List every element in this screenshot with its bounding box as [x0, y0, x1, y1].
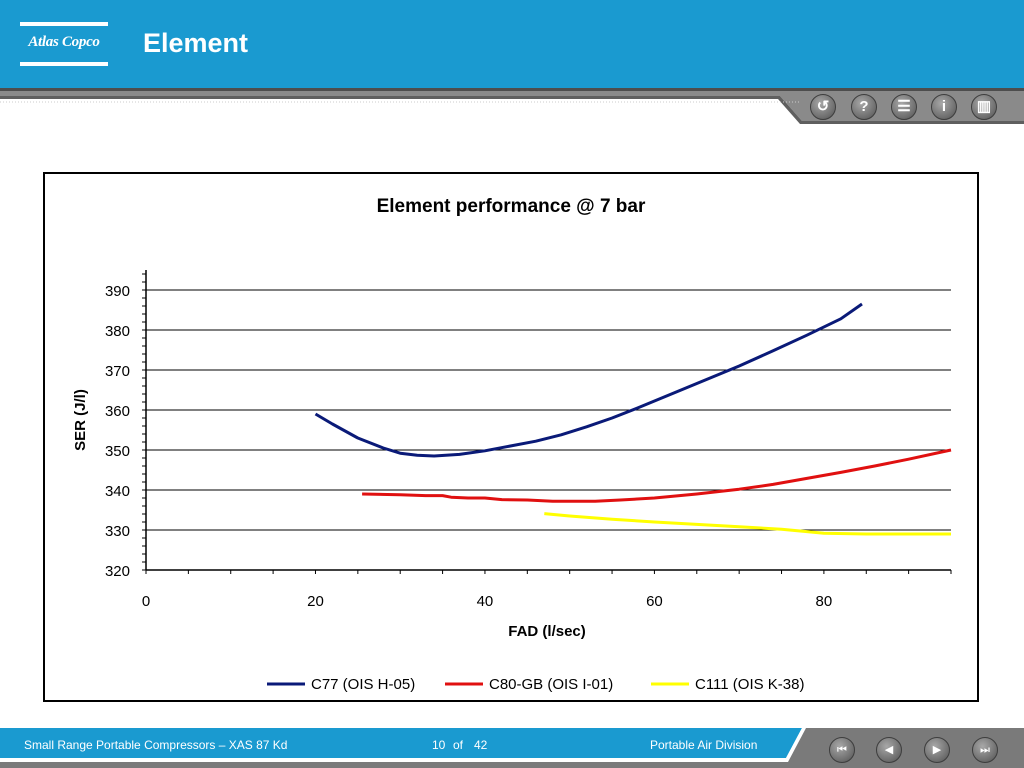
- series-line-3: [544, 512, 951, 536]
- page-total: 42: [474, 738, 488, 752]
- first-page-icon[interactable]: ⏮: [829, 737, 855, 763]
- y-tick-label: 320: [105, 563, 130, 580]
- y-tick-label: 360: [105, 403, 130, 420]
- help-icon[interactable]: ?: [851, 94, 877, 120]
- header-bar: Atlas Copco Element: [0, 0, 1024, 88]
- y-tick-label: 390: [105, 283, 130, 300]
- chart-frame: Element performance @ 7 bar 320 330 340 350 3…: [43, 172, 979, 702]
- info-icon[interactable]: i: [931, 94, 957, 120]
- logo-text: Atlas Copco: [28, 34, 100, 50]
- x-tick-label: 80: [816, 593, 833, 610]
- x-tick-label: 20: [307, 593, 324, 610]
- next-page-icon[interactable]: ▶: [924, 737, 950, 763]
- x-axis-label: FAD (l/sec): [508, 623, 586, 640]
- footer-course-title: Small Range Portable Compressors – XAS 8…: [24, 738, 288, 752]
- book-icon[interactable]: ▥: [971, 94, 997, 120]
- x-tick-label: 60: [646, 593, 663, 610]
- legend-label-3: C111 (OIS K-38): [695, 676, 804, 693]
- y-tick-label: 350: [105, 443, 130, 460]
- menu-icon[interactable]: ☰: [891, 94, 917, 120]
- series-line-2: [362, 448, 952, 503]
- line-chart: Element performance @ 7 bar 320 330 340 350 3…: [72, 196, 952, 693]
- page-of-label: of: [453, 738, 464, 752]
- y-tick-label: 330: [105, 523, 130, 540]
- last-page-icon[interactable]: ⏭: [972, 737, 998, 763]
- y-tick-label: 370: [105, 363, 130, 380]
- previous-page-icon[interactable]: ◀: [876, 737, 902, 763]
- back-icon[interactable]: ↺: [810, 94, 836, 120]
- x-tick-label: 0: [142, 593, 150, 610]
- chart-title: Element performance @ 7 bar: [377, 196, 646, 217]
- y-axis-label: SER (J/l): [72, 389, 89, 451]
- page-current: 10: [432, 738, 446, 752]
- x-tick-label: 40: [477, 593, 494, 610]
- page-title: Element: [143, 28, 249, 58]
- y-tick-label: 340: [105, 483, 130, 500]
- legend-label-2: C80-GB (OIS I-01): [489, 676, 613, 693]
- footer-division: Portable Air Division: [650, 738, 758, 752]
- y-tick-label: 380: [105, 323, 130, 340]
- atlas-copco-logo: Atlas Copco: [20, 22, 112, 66]
- legend-label-1: C77 (OIS H-05): [311, 676, 415, 693]
- footer-bar: Small Range Portable Compressors – XAS 8…: [0, 728, 1024, 768]
- series-line-1: [314, 302, 863, 458]
